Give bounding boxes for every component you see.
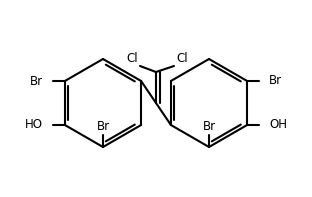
Text: Br: Br <box>202 121 216 134</box>
Text: HO: HO <box>25 119 43 132</box>
Text: Br: Br <box>30 74 43 87</box>
Text: Br: Br <box>96 121 110 134</box>
Text: Cl: Cl <box>176 51 188 64</box>
Text: Br: Br <box>269 74 282 87</box>
Text: Cl: Cl <box>126 51 138 64</box>
Text: OH: OH <box>269 119 287 132</box>
